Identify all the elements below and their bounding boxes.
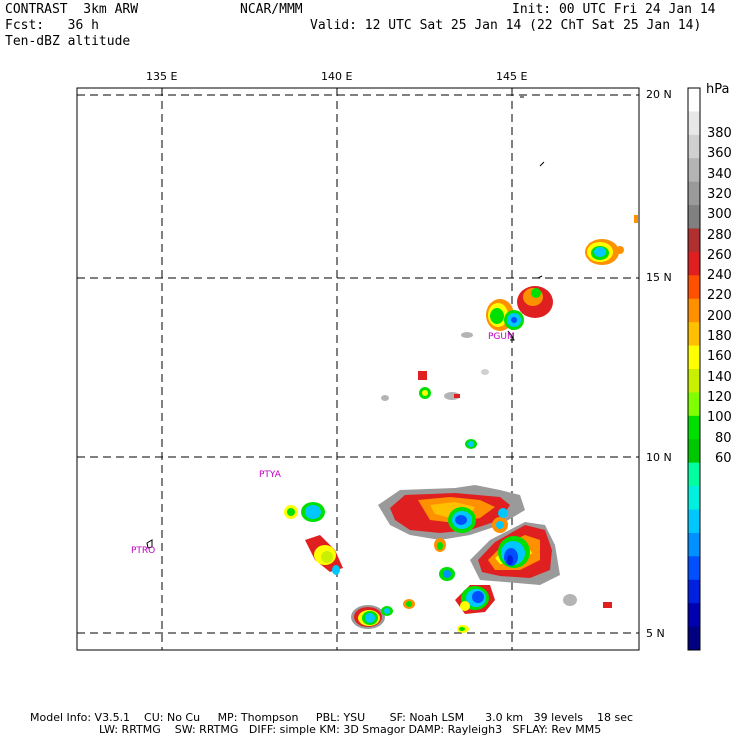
colorbar-label: 320 bbox=[707, 186, 732, 202]
colorbar-swatch bbox=[688, 486, 700, 510]
echo-complex-south bbox=[378, 485, 612, 633]
colorbar-swatch bbox=[688, 298, 700, 323]
colorbar-unit: hPa bbox=[706, 82, 730, 97]
colorbar-swatch bbox=[688, 509, 700, 534]
colorbar-label: 60 bbox=[715, 450, 732, 466]
lat-label-15: 15 N bbox=[646, 271, 672, 284]
colorbar-label: 200 bbox=[707, 308, 732, 324]
colorbar-label: 180 bbox=[707, 329, 732, 344]
colorbar bbox=[688, 88, 700, 651]
colorbar-label: 280 bbox=[707, 227, 732, 243]
colorbar-swatch bbox=[688, 205, 700, 229]
colorbar-swatch bbox=[688, 181, 700, 206]
station-pgum: PGUM bbox=[488, 332, 515, 342]
colorbar-swatch bbox=[688, 626, 700, 651]
colorbar-label: 80 bbox=[715, 430, 732, 446]
colorbar-label: 100 bbox=[707, 410, 732, 426]
colorbar-swatch bbox=[688, 111, 700, 136]
station-ptya: PTYA bbox=[259, 470, 281, 480]
model-title: CONTRAST 3km ARW bbox=[5, 2, 139, 17]
colorbar-label: 140 bbox=[707, 369, 732, 385]
colorbar-swatch bbox=[688, 275, 700, 300]
colorbar-label: 300 bbox=[707, 207, 732, 223]
colorbar-swatch bbox=[688, 579, 700, 604]
echo-cell-west bbox=[284, 502, 415, 629]
lat-label-10: 10 N bbox=[646, 451, 672, 464]
lon-label-145: 145 E bbox=[496, 70, 528, 83]
colorbar-swatch bbox=[688, 462, 700, 487]
colorbar-swatch bbox=[688, 228, 700, 253]
graticule bbox=[77, 88, 639, 650]
init-time: Init: 00 UTC Fri 24 Jan 14 bbox=[512, 2, 716, 17]
colorbar-swatch bbox=[688, 603, 700, 628]
colorbar-label: 240 bbox=[707, 268, 732, 284]
echo-cell-small-north bbox=[381, 371, 477, 449]
echo-cell-ne bbox=[585, 215, 638, 265]
field-name: Ten-dBZ altitude bbox=[5, 34, 131, 49]
colorbar-swatch bbox=[688, 158, 700, 183]
valid-time: Valid: 12 UTC Sat 25 Jan 14 (22 ChT Sat … bbox=[310, 18, 702, 33]
colorbar-label: 360 bbox=[707, 146, 732, 162]
colorbar-label: 340 bbox=[707, 166, 732, 182]
echo-cell-guam bbox=[461, 286, 553, 375]
colorbar-swatch bbox=[688, 392, 700, 417]
colorbar-label: 260 bbox=[707, 247, 732, 263]
colorbar-label: 120 bbox=[707, 389, 732, 405]
colorbar-swatch bbox=[688, 532, 700, 557]
colorbar-label: 220 bbox=[707, 288, 732, 304]
colorbar-swatch bbox=[688, 88, 700, 112]
colorbar-swatch bbox=[688, 439, 700, 464]
colorbar-label: 380 bbox=[707, 126, 732, 141]
coastlines bbox=[146, 96, 545, 549]
colorbar-swatch bbox=[688, 322, 700, 347]
lat-label-20: 20 N bbox=[646, 88, 672, 101]
colorbar-frame bbox=[687, 87, 701, 651]
station-ptro: PTRO bbox=[131, 546, 156, 556]
forecast-hour: Fcst: 36 h bbox=[5, 18, 99, 33]
model-info-line2: LW: RRTMG SW: RRTMG DIFF: simple KM: 3D … bbox=[99, 723, 602, 736]
colorbar-swatch bbox=[688, 251, 700, 276]
model-info-line1: Model Info: V3.5.1 CU: No Cu MP: Thompso… bbox=[30, 711, 634, 724]
colorbar-swatch bbox=[688, 415, 700, 440]
lon-label-135: 135 E bbox=[146, 70, 178, 83]
colorbar-swatch bbox=[688, 345, 700, 370]
lat-label-5: 5 N bbox=[646, 627, 665, 640]
lon-label-140: 140 E bbox=[321, 70, 353, 83]
colorbar-label: 160 bbox=[707, 349, 732, 365]
colorbar-swatch bbox=[688, 369, 700, 393]
radar-echoes bbox=[284, 215, 638, 633]
colorbar-swatch bbox=[688, 556, 700, 581]
center-name: NCAR/MMM bbox=[240, 2, 303, 17]
colorbar-swatch bbox=[688, 134, 700, 159]
